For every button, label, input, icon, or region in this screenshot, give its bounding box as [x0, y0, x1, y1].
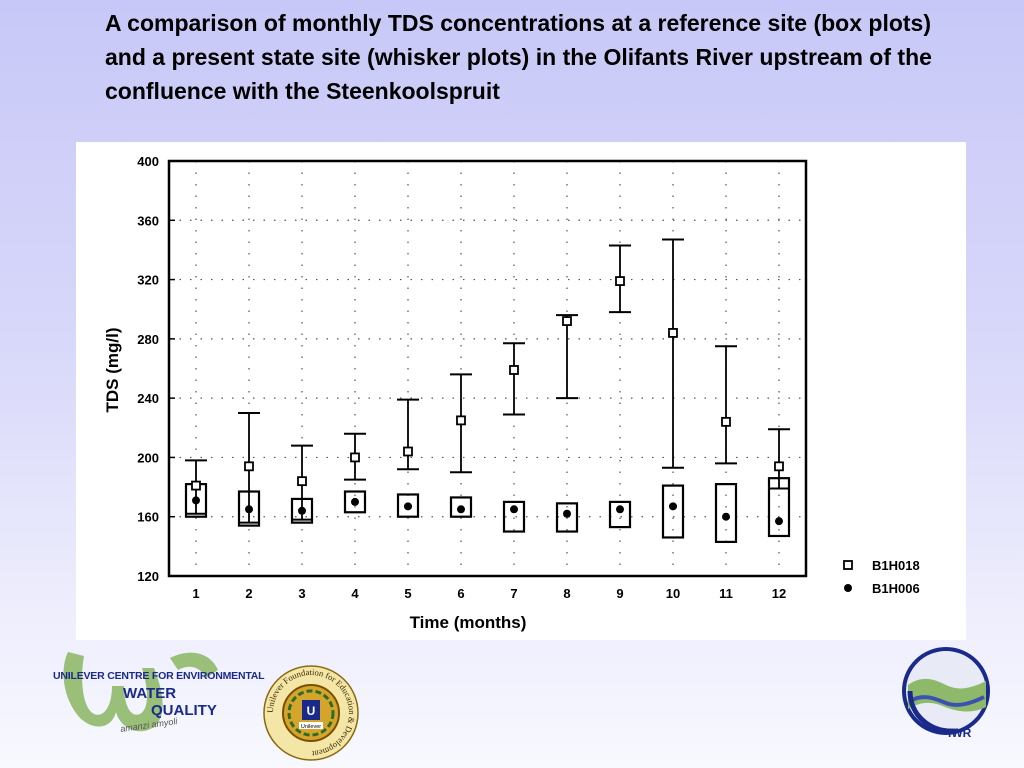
x-tick-label: 8 [563, 586, 570, 601]
x-tick-label: 5 [404, 586, 411, 601]
y-tick-label: 160 [137, 510, 159, 525]
plot-frame [167, 159, 808, 578]
legend-marker-b1h006 [844, 584, 852, 592]
point-b1h006-month-10 [669, 502, 677, 511]
x-tick-label: 10 [666, 586, 680, 601]
x-tick-label: 6 [457, 586, 464, 601]
point-b1h018-month-10 [668, 328, 678, 338]
x-tick-label: 3 [298, 586, 305, 601]
box-b1h006-month-11 [714, 483, 738, 544]
point-b1h018-month-12 [774, 461, 784, 472]
x-tick-label: 2 [245, 586, 252, 601]
point-b1h018-month-8 [562, 316, 572, 326]
x-axis-title: Time (months) [410, 613, 527, 632]
point-b1h018-month-11 [721, 416, 731, 427]
box-plots [184, 477, 791, 544]
ucewq-quality-text: QUALITY [151, 702, 217, 719]
x-tick-label: 12 [772, 586, 786, 601]
seal-badge-text: Unilever [301, 724, 321, 730]
y-tick-label: 400 [137, 154, 159, 169]
iwr-globe-river-icon [902, 647, 990, 735]
x-tick-label: 11 [719, 586, 733, 601]
ucewq-wave-icon [63, 652, 218, 732]
box-b1h006-month-5 [396, 493, 420, 518]
point-b1h018-month-5 [403, 446, 413, 457]
point-b1h006-month-7 [510, 505, 518, 514]
x-tick-label: 9 [616, 586, 623, 601]
box-b1h006-month-9 [608, 500, 632, 529]
box-b1h006-month-10 [661, 484, 685, 539]
legend-marker-b1h018 [843, 560, 853, 570]
legend-label-b1h018: B1H018 [872, 558, 920, 573]
iwr-logo: IWR [900, 645, 990, 745]
ucewq-name-line: UNILEVER CENTRE FOR ENVIRONMENTAL [53, 670, 265, 682]
point-b1h018-month-3 [297, 476, 307, 487]
point-b1h006-month-6 [457, 505, 465, 514]
point-b1h018-month-4 [350, 452, 360, 463]
y-tick-label: 320 [137, 273, 159, 288]
y-tick-label: 200 [137, 450, 159, 465]
unilever-foundation-seal: Unilever Foundation for Education & Deve… [262, 664, 360, 762]
point-b1h006-month-9 [616, 505, 624, 514]
iwr-text: IWR [948, 726, 972, 740]
slide-title: A comparison of monthly TDS concentratio… [105, 10, 932, 104]
y-axis-title: TDS (mg/l) [103, 328, 122, 413]
point-b1h018-month-9 [615, 276, 625, 286]
box-b1h006-month-6 [449, 496, 473, 518]
x-tick-label: 4 [351, 586, 359, 601]
y-tick-label: 280 [137, 332, 159, 347]
unilever-seal-icon: Unilever Foundation for Education & Deve… [263, 665, 359, 761]
y-tick-label: 360 [137, 213, 159, 228]
svg-text:U: U [307, 704, 316, 718]
y-tick-label: 240 [137, 391, 159, 406]
point-b1h018-month-1 [191, 480, 201, 491]
whisker-plots [185, 238, 790, 524]
grid-layer [169, 161, 806, 576]
point-b1h006-month-5 [404, 502, 412, 511]
box-b1h006-month-7 [502, 500, 526, 533]
point-b1h018-month-6 [456, 415, 466, 426]
box-b1h006-month-4 [343, 490, 367, 514]
point-b1h006-month-8 [563, 509, 571, 518]
chart-panel: 120 160 200 240 280 320 360 400 1 2 3 4 5 6 7 8 9 10 11 12… [76, 142, 966, 640]
ucewq-water-text: WATER [123, 685, 177, 702]
legend-label-b1h006: B1H006 [872, 581, 920, 596]
point-b1h018-month-2 [244, 461, 254, 472]
box-b1h006-month-8 [555, 502, 579, 533]
point-b1h006-month-12 [775, 517, 783, 526]
y-axis: 120 160 200 240 280 320 360 400 [137, 154, 175, 584]
legend: B1H018 B1H006 [843, 558, 920, 596]
ucewq-logo: UNILEVER CENTRE FOR ENVIRONMENTAL WATER … [50, 648, 265, 740]
point-b1h006-month-11 [722, 512, 730, 521]
y-tick-label: 120 [137, 569, 159, 584]
x-tick-label: 1 [192, 586, 199, 601]
point-b1h018-month-7 [509, 365, 519, 375]
x-tick-label: 7 [510, 586, 517, 601]
point-b1h006-month-4 [351, 497, 359, 506]
x-axis: 1 2 3 4 5 6 7 8 9 10 11 12 [192, 586, 786, 601]
